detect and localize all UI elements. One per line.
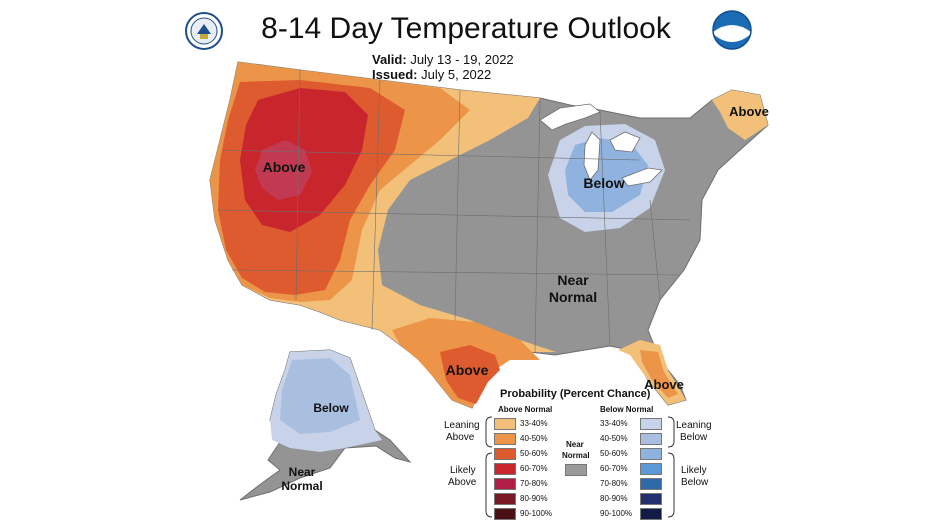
state-borders: [217, 69, 691, 353]
page-title: 8-14 Day Temperature Outlook: [261, 12, 671, 45]
below-swatch: [640, 433, 662, 445]
below-bin-label: 70-80%: [600, 479, 628, 488]
valid-line: Valid: July 13 - 19, 2022: [372, 52, 514, 67]
label-alaska-near-1: Near: [289, 465, 316, 479]
leaning-above-label-2: Above: [446, 432, 475, 443]
great-lakes: [539, 103, 663, 187]
valid-value: July 13 - 19, 2022: [410, 52, 514, 67]
legend-title: Probability (Percent Chance): [500, 388, 651, 400]
likely-below-label-2: Below: [681, 477, 709, 488]
below-bin-label: 90-100%: [600, 509, 633, 518]
issued-value: July 5, 2022: [421, 67, 492, 82]
above-swatch: [494, 433, 516, 445]
below-bin-label: 33-40%: [600, 419, 628, 428]
above-50-60-texas: [440, 345, 500, 404]
leaning-above-label-1: Leaning: [444, 420, 480, 431]
above-florida-inner: [640, 350, 678, 398]
issued-line: Issued: July 5, 2022: [372, 67, 491, 82]
likely-above-label-2: Above: [448, 477, 477, 488]
leaning-below-label-2: Below: [680, 432, 708, 443]
near-normal-label-1: Near: [566, 440, 584, 449]
label-greatlakes-below: Below: [583, 175, 624, 191]
above-swatch: [494, 418, 516, 430]
above-swatch: [494, 493, 516, 505]
above-bin-label: 80-90%: [520, 494, 548, 503]
issued-label: Issued:: [372, 67, 418, 82]
above-bin-label: 33-40%: [520, 419, 548, 428]
valid-label: Valid:: [372, 52, 407, 67]
below-bin-label: 40-50%: [600, 434, 628, 443]
below-swatch: [640, 448, 662, 460]
legend-below-header: Below Normal: [600, 405, 654, 414]
above-swatch: [494, 508, 516, 520]
label-near-normal-2: Normal: [549, 289, 597, 305]
above-bin-label: 40-50%: [520, 434, 548, 443]
commerce-seal-icon: [185, 12, 223, 50]
label-alaska-below: Below: [313, 401, 349, 415]
above-bracket: [485, 416, 493, 518]
below-bracket: [667, 416, 675, 518]
label-near-normal-1: Near: [557, 272, 589, 288]
below-bin-label: 80-90%: [600, 494, 628, 503]
legend-above-header: Above Normal: [498, 405, 553, 414]
above-bin-label: 60-70%: [520, 464, 548, 473]
below-swatch: [640, 418, 662, 430]
below-bin-label: 50-60%: [600, 449, 628, 458]
below-swatch: [640, 478, 662, 490]
above-swatch: [494, 448, 516, 460]
noaa-logo-icon: [712, 10, 752, 50]
near-normal-swatch: [565, 464, 587, 476]
above-northeast-region: [712, 90, 768, 140]
above-bin-label: 90-100%: [520, 509, 553, 518]
below-swatch: [640, 493, 662, 505]
below-bin-label: 60-70%: [600, 464, 628, 473]
leaning-below-label-1: Leaning: [676, 420, 712, 431]
likely-above-label-1: Likely: [450, 465, 476, 476]
below-swatch: [640, 463, 662, 475]
above-bin-label: 70-80%: [520, 479, 548, 488]
alaska-below-40-50: [280, 358, 360, 434]
above-bin-label: 50-60%: [520, 449, 548, 458]
likely-below-label-1: Likely: [681, 465, 707, 476]
label-florida-above: Above: [644, 377, 684, 392]
label-west-above: Above: [263, 159, 306, 175]
label-northeast-above: Above: [729, 104, 769, 119]
above-swatch: [494, 478, 516, 490]
above-swatch: [494, 463, 516, 475]
label-alaska-near-2: Normal: [281, 479, 322, 493]
label-texas-above: Above: [446, 362, 489, 378]
near-normal-label-2: Normal: [562, 451, 590, 460]
below-swatch: [640, 508, 662, 520]
